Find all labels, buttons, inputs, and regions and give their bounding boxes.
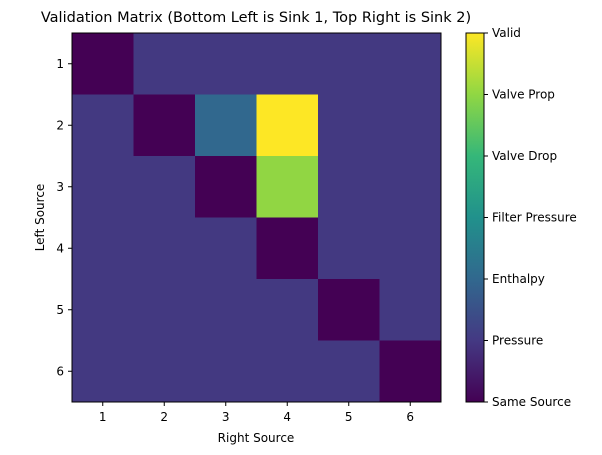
heatmap-cell-r4-c2	[133, 217, 196, 280]
heatmap-cell-r1-c6	[379, 33, 442, 95]
chart-title: Validation Matrix (Bottom Left is Sink 1…	[41, 10, 471, 26]
y-tick-label: 4	[56, 241, 64, 255]
heatmap-cell-r1-c1	[72, 33, 134, 95]
colorbar-ticks: Same Source Pressure Enthalpy Filter Pressu…	[484, 26, 577, 409]
heatmap-cell-r4-c6	[379, 217, 442, 280]
y-tick-label: 6	[56, 364, 64, 378]
x-tick-label: 6	[406, 410, 414, 424]
colorbar-tick-label: Enthalpy	[492, 272, 545, 286]
heatmap-cell-r4-c1	[72, 217, 134, 280]
heatmap-cell-r2-c3	[195, 94, 257, 157]
colorbar-tick-label: Pressure	[492, 334, 543, 348]
heatmap-cell-r5-c6	[379, 279, 442, 341]
heatmap-cell-r3-c3	[195, 156, 257, 218]
y-axis-ticks: 1 2 3 4 5 6	[56, 57, 72, 378]
heatmap-cell-r3-c5	[318, 156, 380, 218]
x-tick-label: 4	[283, 410, 291, 424]
heatmap-cell-r3-c6	[379, 156, 442, 218]
heatmap-cell-r3-c2	[133, 156, 196, 218]
y-tick-label: 5	[56, 303, 64, 317]
heatmap-cell-r5-c2	[133, 279, 196, 341]
heatmap-cell-r4-c4	[256, 217, 319, 280]
x-tick-label: 3	[222, 410, 230, 424]
y-tick-label: 3	[56, 180, 64, 194]
colorbar	[465, 32, 485, 403]
y-tick-label: 2	[56, 118, 64, 132]
heatmap-cell-r2-c2	[133, 94, 196, 157]
heatmap-cells	[72, 33, 442, 403]
heatmap-cell-r1-c3	[195, 33, 257, 95]
plot-frame	[71, 32, 442, 403]
heatmap-cell-r4-c5	[318, 217, 380, 280]
heatmap-cell-r6-c3	[195, 340, 257, 403]
heatmap-cell-r5-c1	[72, 279, 134, 341]
colorbar-tick-label: Valid	[492, 26, 521, 40]
x-tick-label: 5	[345, 410, 353, 424]
heatmap-cell-r1-c5	[318, 33, 380, 95]
colorbar-tick-label: Valve Prop	[492, 88, 555, 102]
heatmap-cell-r2-c5	[318, 94, 380, 157]
heatmap-cell-r1-c4	[256, 33, 319, 95]
heatmap-cell-r2-c6	[379, 94, 442, 157]
heatmap-cell-r5-c5	[318, 279, 380, 341]
x-axis-ticks: 1 2 3 4 5 6	[99, 402, 414, 424]
x-axis-label: Right Source	[218, 431, 295, 445]
x-tick-label: 2	[160, 410, 168, 424]
heatmap-cell-r6-c6	[379, 340, 442, 403]
heatmap-cell-r6-c4	[256, 340, 319, 403]
heatmap-cell-r3-c1	[72, 156, 134, 218]
y-axis-label: Left Source	[33, 184, 47, 252]
heatmap-cell-r4-c3	[195, 217, 257, 280]
heatmap-cell-r1-c2	[133, 33, 196, 95]
x-tick-label: 1	[99, 410, 107, 424]
heatmap-cell-r2-c4	[256, 94, 319, 157]
heatmap-cell-r6-c2	[133, 340, 196, 403]
colorbar-tick-label: Valve Drop	[492, 149, 557, 163]
heatmap-cell-r5-c4	[256, 279, 319, 341]
heatmap-cell-r3-c4	[256, 156, 319, 218]
heatmap-cell-r6-c5	[318, 340, 380, 403]
y-tick-label: 1	[56, 57, 64, 71]
heatmap-cell-r5-c3	[195, 279, 257, 341]
colorbar-tick-label: Same Source	[492, 395, 571, 409]
colorbar-tick-label: Filter Pressure	[492, 211, 577, 225]
heatmap-cell-r6-c1	[72, 340, 134, 403]
heatmap-cell-r2-c1	[72, 94, 134, 157]
